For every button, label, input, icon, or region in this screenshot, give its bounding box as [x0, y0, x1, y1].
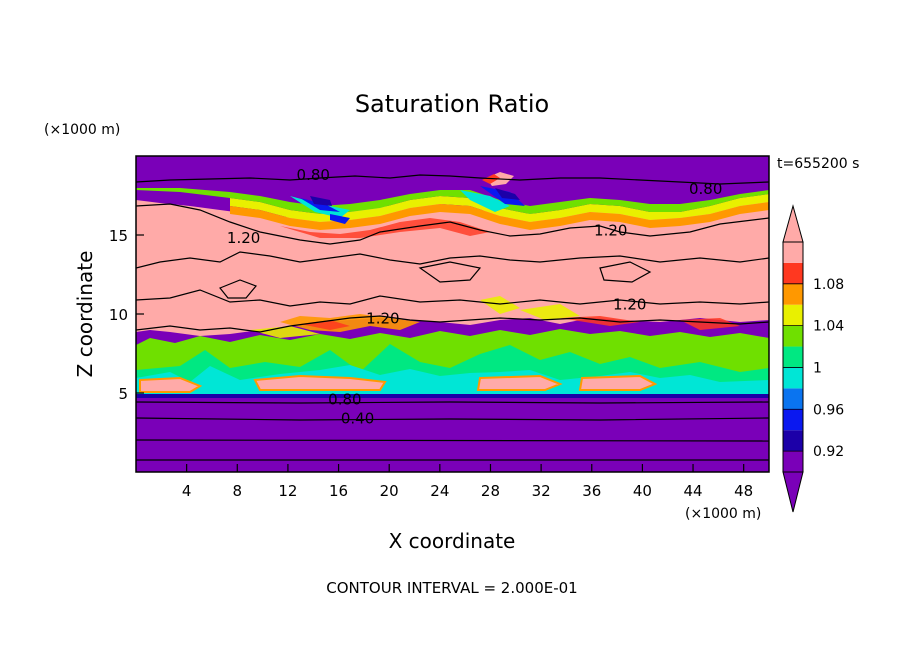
contour-label: 1.20	[366, 310, 399, 328]
colorbar-tick-label: 1.04	[813, 319, 844, 335]
x-tick-label: 12	[278, 482, 297, 500]
colorbar-tick-label: 0.92	[813, 444, 844, 460]
colorbar: 0.92 0.96 1 1.04 1.08	[782, 204, 844, 513]
colorbar-swatch	[783, 409, 803, 431]
cloud-top-orange	[280, 314, 420, 332]
x-axis: 4 8 12 16 20 24 28 32 36 40 44 48	[182, 464, 753, 500]
time-label: t=655200 s	[777, 156, 859, 172]
y-axis-unit: (×1000 m)	[44, 122, 120, 138]
contour-label: 0.80	[689, 180, 722, 198]
colorbar-border	[782, 241, 804, 473]
x-axis-unit: (×1000 m)	[685, 506, 761, 522]
base-blob-pink	[139, 374, 658, 393]
contour-label: 0.80	[328, 390, 361, 408]
colorbar-tick-label: 0.96	[813, 402, 844, 418]
cloud-top-yellow	[250, 296, 580, 338]
contour-labels: 0.800.801.20 1.201.201.200.800.40	[227, 166, 722, 427]
colorbar-tick-label: 1.08	[813, 277, 844, 293]
upper-band-orange	[230, 202, 769, 230]
x-tick-label: 24	[430, 482, 449, 500]
colorbar-swatch	[783, 262, 803, 284]
upper-band-cyan	[290, 190, 510, 218]
lower-dry-layer	[136, 396, 769, 472]
x-tick-label: 28	[481, 482, 500, 500]
contour-label: 0.80	[297, 166, 330, 184]
colorbar-swatch	[783, 304, 803, 326]
colorbar-swatch	[783, 451, 803, 472]
upper-dry-layer	[136, 156, 769, 210]
x-tick-label: 48	[734, 482, 753, 500]
upper-band-dark-blue	[310, 188, 520, 206]
colorbar-swatch	[783, 325, 803, 347]
x-tick-label: 36	[582, 482, 601, 500]
contour-label: 0.40	[341, 409, 374, 427]
plot-area	[136, 156, 769, 472]
upper-band-red	[280, 218, 490, 238]
x-tick-label: 32	[532, 482, 551, 500]
y-axis: 5 10 15	[109, 227, 144, 403]
contour-label: 1.20	[594, 221, 627, 239]
x-tick-label: 40	[633, 482, 652, 500]
chart-title: Saturation Ratio	[355, 90, 549, 118]
colorbar-over-triangle	[782, 204, 804, 243]
y-axis-label: Z coordinate	[73, 251, 97, 378]
y-tick-label: 5	[118, 385, 128, 403]
x-tick-label: 20	[380, 482, 399, 500]
y-tick-label: 15	[109, 227, 128, 245]
x-tick-label: 8	[233, 482, 243, 500]
colorbar-swatch	[783, 242, 803, 263]
cloud-base-blue	[136, 394, 769, 398]
x-tick-label: 16	[329, 482, 348, 500]
contour-label: 1.20	[227, 229, 260, 247]
x-axis-label: X coordinate	[389, 529, 516, 553]
colorbar-swatch	[783, 283, 803, 305]
y-tick-label: 10	[109, 306, 128, 324]
colorbar-swatch	[783, 346, 803, 368]
colorbar-swatch	[783, 367, 803, 389]
upper-band-green	[136, 188, 769, 214]
x-tick-label: 4	[182, 482, 192, 500]
colorbar-under-triangle	[782, 471, 804, 513]
colorbar-swatch	[783, 388, 803, 410]
colorbar-tick-label: 1	[813, 360, 822, 376]
colorbar-swatch	[783, 430, 803, 452]
contour-lines	[136, 174, 769, 461]
contour-label: 1.20	[613, 296, 646, 314]
contour-interval-note: CONTOUR INTERVAL = 2.000E-01	[326, 579, 577, 597]
x-tick-label: 44	[683, 482, 702, 500]
